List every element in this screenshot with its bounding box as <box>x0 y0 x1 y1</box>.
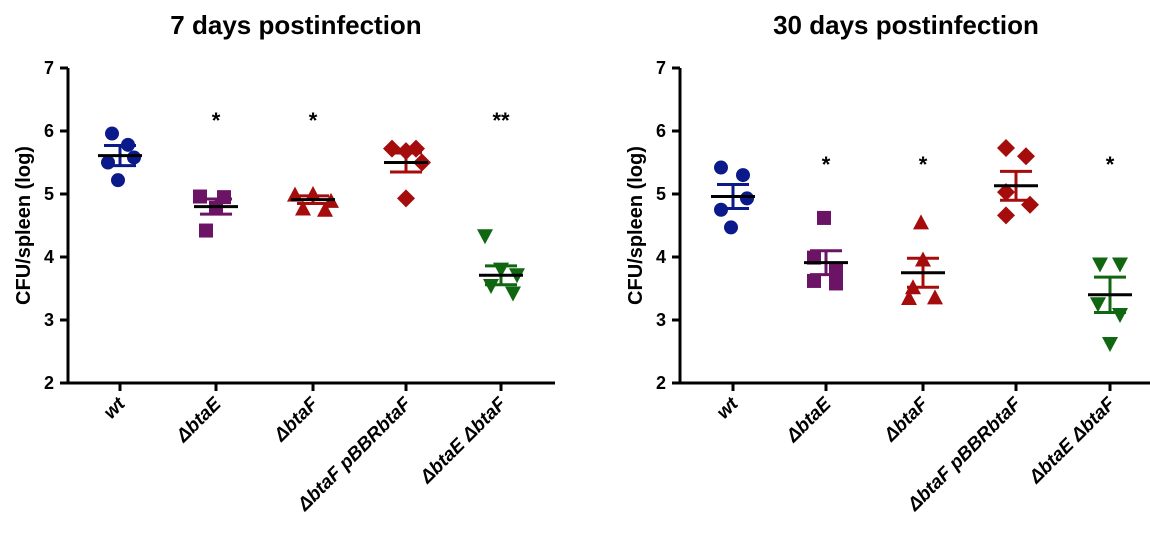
chart-title: 7 days postinfection <box>170 10 421 40</box>
data-point <box>1102 336 1118 352</box>
data-point <box>483 278 499 294</box>
data-point <box>997 206 1015 225</box>
y-axis-label: CFU/spleen (log) <box>13 146 35 305</box>
significance-marker: * <box>919 152 928 177</box>
data-point <box>1021 195 1039 214</box>
data-point <box>397 142 415 161</box>
data-point <box>397 189 415 208</box>
x-tick-label: ΔbtaE <box>782 393 837 448</box>
data-point <box>1092 257 1108 273</box>
data-point <box>901 289 917 305</box>
significance-marker: * <box>212 108 221 133</box>
y-tick-label: 3 <box>44 310 54 330</box>
data-point <box>927 289 943 305</box>
y-tick-label: 7 <box>656 58 666 78</box>
data-point <box>714 160 728 175</box>
data-point <box>193 189 207 204</box>
x-tick-label: ΔbtaE <box>172 393 227 448</box>
chart-title: 30 days postinfection <box>773 10 1039 40</box>
data-point <box>1017 147 1035 166</box>
data-point <box>383 139 401 158</box>
data-point <box>505 286 521 302</box>
y-tick-label: 2 <box>44 373 54 393</box>
y-tick-label: 3 <box>656 310 666 330</box>
data-point <box>105 126 119 141</box>
data-point <box>101 155 115 170</box>
x-tick-label: ΔbtaE ΔbtaF <box>1025 393 1121 489</box>
x-tick-label: ΔbtaE ΔbtaF <box>416 393 512 489</box>
x-tick-label: ΔbtaF <box>270 393 324 447</box>
data-point <box>997 139 1015 158</box>
data-point <box>111 173 125 188</box>
data-point <box>913 214 929 230</box>
x-tick-label: wt <box>713 393 743 423</box>
y-tick-label: 2 <box>656 373 666 393</box>
data-point <box>199 223 213 238</box>
y-tick-label: 7 <box>44 58 54 78</box>
data-point <box>317 201 333 217</box>
y-tick-label: 6 <box>656 121 666 141</box>
x-tick-label: wt <box>100 393 130 423</box>
significance-marker: ** <box>492 108 510 133</box>
data-point <box>807 250 821 265</box>
data-point <box>740 191 754 206</box>
data-point <box>736 168 750 183</box>
y-tick-label: 5 <box>656 184 666 204</box>
data-point <box>724 220 738 235</box>
data-point <box>829 276 843 291</box>
y-tick-label: 6 <box>44 121 54 141</box>
data-point <box>217 190 231 205</box>
data-point <box>997 183 1015 202</box>
data-point <box>1090 297 1106 313</box>
significance-marker: * <box>309 108 318 133</box>
data-point <box>295 200 311 216</box>
y-axis-label: CFU/spleen (log) <box>625 146 647 305</box>
significance-marker: * <box>822 152 831 177</box>
data-point <box>1112 257 1128 273</box>
y-tick-label: 4 <box>656 247 666 267</box>
y-tick-label: 5 <box>44 184 54 204</box>
data-point <box>1112 307 1128 323</box>
x-tick-label: ΔbtaF <box>880 393 934 447</box>
data-point <box>817 210 831 225</box>
data-point <box>477 229 493 245</box>
data-point <box>807 273 821 288</box>
data-point <box>127 150 141 165</box>
y-tick-label: 4 <box>44 247 54 267</box>
data-point <box>287 186 303 202</box>
significance-marker: * <box>1106 152 1115 177</box>
